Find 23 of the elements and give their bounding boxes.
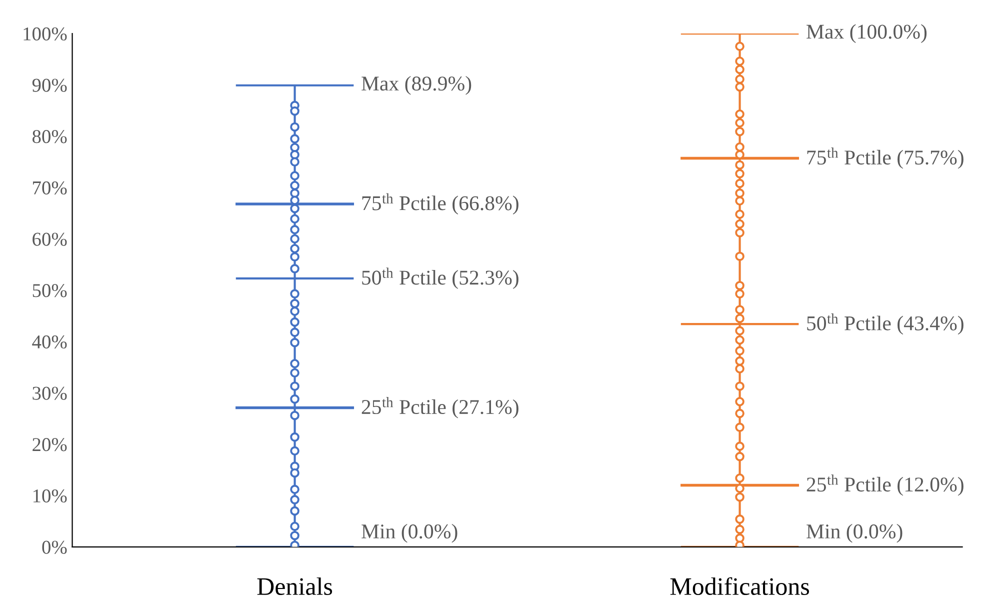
y-tick-label: 10% [33,489,67,503]
annotation: 50$^{th}$ Pctile (52.3%) [362,268,518,289]
annotation: 75$^{th}$ Pctile (75.7%) [807,148,964,169]
annotation: 25$^{th}$ Pctile (27.1%) [362,397,518,418]
annotation: Min (0.0%) [806,524,902,543]
y-tick-label: 80% [32,130,67,144]
y-tick-label: 20% [32,438,67,452]
x-tick-label: Denials [257,577,332,596]
y-tick-label: 40% [32,335,67,349]
y-tick-label: 60% [32,232,67,246]
annotation: Max (100.0%) [806,24,927,43]
y-tick-label: 0% [42,540,67,554]
y-tick-label: 70% [33,181,67,195]
annotation: 25$^{th}$ Pctile (12.0%) [806,474,964,496]
annotation: Max (89.9%) [362,76,472,95]
x-tick-label: Modifications [670,577,809,596]
y-tick-label: 50% [32,284,67,298]
y-tick-label: 30% [32,386,67,400]
y-tick-label: 100% [24,27,67,41]
annotation: 50$^{th}$ Pctile (43.4%) [807,313,964,335]
annotation: Min (0.0%) [362,524,458,543]
annotation: 75$^{th}$ Pctile (66.8%) [362,193,518,214]
y-tick-label: 90% [32,78,67,92]
